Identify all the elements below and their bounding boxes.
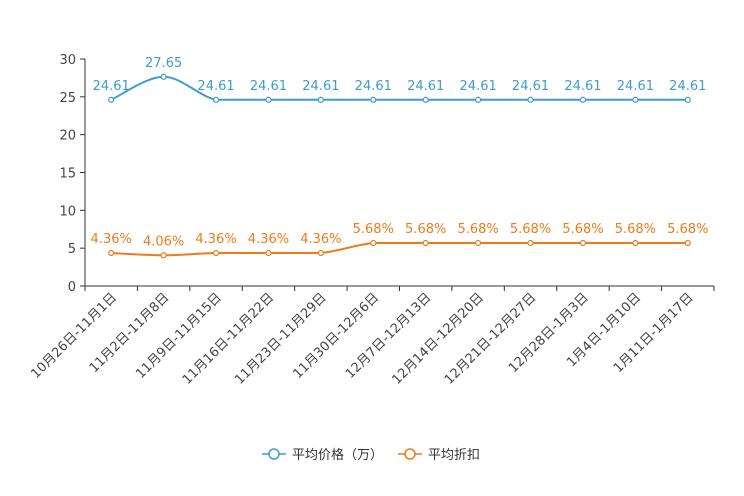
series-1-point [684, 96, 691, 103]
series-2-point [527, 239, 534, 247]
series-2-data-label: 5.68% [562, 222, 603, 237]
series-2-point [632, 239, 639, 247]
series-1-point [579, 96, 587, 103]
series-line-2 [111, 242, 688, 257]
axes: 05101520253010月26日-11月1日11月2日-11月8日11月9日… [28, 53, 715, 388]
series-2-data-label: 4.36% [248, 232, 289, 247]
series-1-data-label: 24.61 [250, 79, 287, 94]
series-2-data-label: 5.68% [353, 222, 394, 237]
series-1-point [108, 96, 115, 103]
series-1-point [265, 96, 272, 103]
x-tick-label: 12月21日-12月27日 [442, 290, 539, 387]
series-2-data-label: 5.68% [667, 222, 708, 237]
series-1-point [632, 96, 639, 103]
series-1-point [212, 96, 220, 103]
legend-item-1[interactable]: 平均价格（万） [262, 447, 383, 463]
series-1-data-label: 24.61 [197, 79, 234, 94]
series-2-data-label: 5.68% [615, 222, 656, 237]
series-2-point [475, 239, 482, 247]
y-tick-label: 20 [59, 129, 76, 144]
legend-item-2[interactable]: 平均折扣 [398, 448, 480, 463]
series-line-1 [110, 75, 688, 101]
series-1-data-label: 24.61 [512, 79, 549, 94]
x-tick-label: 10月26日-11月1日 [28, 290, 120, 382]
series-2-data-label: 4.36% [91, 232, 132, 247]
series-1-data-label: 24.61 [617, 79, 654, 94]
series-1-data-label: 24.61 [355, 79, 392, 94]
series-2-point [422, 239, 429, 247]
series-2-point [370, 239, 377, 247]
series-1-point [317, 96, 324, 103]
series-1-point [160, 73, 167, 80]
x-tick-label: 12月14日-12月20日 [389, 290, 486, 387]
series-1-point [370, 96, 377, 103]
y-tick-label: 30 [59, 53, 76, 68]
series-2-point [317, 249, 324, 257]
series-1-data-label: 24.61 [407, 79, 444, 94]
legend-label: 平均折扣 [428, 448, 480, 463]
series-2-data-label: 5.68% [405, 222, 446, 237]
legend[interactable]: 平均价格（万） 平均折扣 [262, 447, 480, 463]
series-1-data-label: 24.61 [460, 79, 497, 94]
series-2-point [108, 249, 115, 257]
series-1-data-label: 24.61 [669, 79, 706, 94]
series-2-point [160, 252, 167, 259]
legend-marker-icon [268, 448, 280, 460]
y-tick-label: 10 [59, 204, 76, 219]
series-2-data-label: 4.36% [195, 232, 236, 247]
series-2-point [579, 239, 587, 247]
series-2-data-label: 4.06% [143, 234, 184, 249]
series-2-data-label: 5.68% [457, 222, 498, 237]
y-tick-label: 15 [59, 167, 76, 182]
series-2-data-label: 4.36% [300, 232, 341, 247]
series-1-data-label: 24.61 [93, 79, 130, 94]
series-1-data-label: 24.61 [302, 79, 339, 94]
y-tick-label: 5 [68, 242, 76, 257]
series-1-data-label: 24.61 [564, 79, 601, 94]
series-2-point [212, 249, 220, 257]
legend-label: 平均价格（万） [292, 447, 383, 463]
series-1-point [475, 96, 482, 103]
series-2-point [684, 239, 691, 247]
legend-marker-icon [404, 448, 416, 460]
series-1-data-label: 27.65 [145, 56, 182, 71]
series-2-point [265, 249, 272, 257]
series-layer [108, 73, 691, 259]
y-tick-label: 0 [68, 280, 76, 295]
x-tick-label: 11月16日-11月22日 [180, 290, 277, 387]
y-tick-label: 25 [59, 91, 76, 106]
series-1-point [422, 96, 429, 103]
series-2-data-label: 5.68% [510, 222, 551, 237]
data-labels: 24.61 27.65 24.61 24.61 24.61 24.61 24.61 24.61… [91, 56, 709, 249]
x-tick-label: 11月23日-11月29日 [232, 290, 329, 387]
series-1-point [527, 96, 534, 103]
